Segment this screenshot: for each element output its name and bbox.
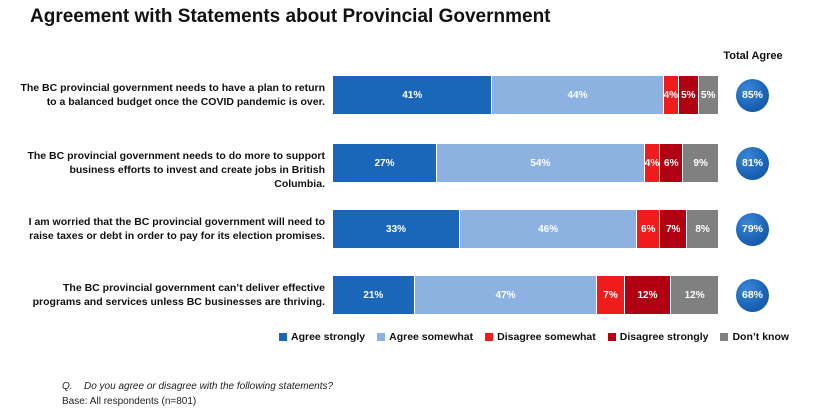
stacked-bar: 41% 44% 4% 5% 5% xyxy=(333,76,718,114)
bar-segment: 33% xyxy=(333,210,461,248)
total-agree-value: 68% xyxy=(736,278,769,312)
legend-item: Disagree somewhat xyxy=(485,331,596,343)
bar-segment: 8% xyxy=(687,210,718,248)
legend-item: Agree somewhat xyxy=(377,331,473,343)
statement-line: The BC provincial government needs to do… xyxy=(27,150,325,162)
statement-line: raise taxes or debt in order to pay for … xyxy=(29,230,325,242)
statement-line: to a balanced budget once the COVID pand… xyxy=(46,96,325,108)
legend-label: Don’t know xyxy=(732,331,790,343)
legend-item: Disagree strongly xyxy=(607,331,709,343)
statement-line: The BC provincial government can’t deliv… xyxy=(63,282,325,294)
base-note: Base: All respondents (n=801) xyxy=(62,396,197,407)
bar-segment: 5% xyxy=(679,76,699,114)
statement-line: business efforts to invest and create jo… xyxy=(69,164,325,190)
bar-segment: 6% xyxy=(660,144,684,182)
legend-swatch xyxy=(279,333,287,341)
question-label: Q. xyxy=(62,381,73,392)
legend-label: Agree strongly xyxy=(291,331,366,343)
stacked-bar: 21% 47% 7% 12% 12% xyxy=(333,276,718,314)
bar-segment: 6% xyxy=(637,210,661,248)
statement-label: The BC provincial government needs to do… xyxy=(20,149,325,191)
statement-line: programs and services unless BC business… xyxy=(32,296,325,308)
legend-item: Agree strongly xyxy=(279,331,365,343)
legend-swatch xyxy=(377,333,386,341)
bar-segment: 7% xyxy=(660,210,688,248)
bar-segment: 41% xyxy=(333,76,493,114)
bar-segment: 4% xyxy=(645,144,661,182)
question-note: Q. Do you agree or disagree with the foll… xyxy=(62,381,333,392)
stacked-bar: 27% 54% 4% 6% 9% xyxy=(333,144,718,182)
question-text: Do you agree or disagree with the follow… xyxy=(84,381,334,392)
bar-segment: 7% xyxy=(597,276,625,314)
bar-segment: 46% xyxy=(460,210,638,248)
legend-swatch xyxy=(607,333,616,341)
statement-label: The BC provincial government can’t deliv… xyxy=(20,281,325,309)
legend-label: Disagree somewhat xyxy=(497,331,596,343)
total-agree-value: 85% xyxy=(736,78,769,112)
legend-label: Agree somewhat xyxy=(389,331,474,343)
legend-swatch xyxy=(485,333,494,341)
chart-title: Agreement with Statements about Provinci… xyxy=(30,6,551,27)
legend-label: Disagree strongly xyxy=(619,331,709,343)
total-agree-value: 79% xyxy=(736,212,769,246)
bar-segment: 12% xyxy=(624,276,672,314)
statement-line: The BC provincial government needs to ha… xyxy=(20,82,325,94)
bar-segment: 4% xyxy=(663,76,680,114)
statement-line: I am worried that the BC provincial gove… xyxy=(28,216,325,228)
bar-segment: 44% xyxy=(492,76,664,114)
bar-segment: 54% xyxy=(436,144,645,182)
statement-label: The BC provincial government needs to ha… xyxy=(20,81,325,109)
bar-segment: 21% xyxy=(333,276,415,314)
bar-segment: 12% xyxy=(671,276,718,314)
statement-label: I am worried that the BC provincial gove… xyxy=(20,215,325,243)
legend: Agree strongly Agree somewhat Disagree som… xyxy=(279,331,789,343)
bar-segment: 5% xyxy=(698,76,718,114)
bar-segment: 47% xyxy=(414,276,598,314)
bar-segment: 27% xyxy=(333,144,437,182)
bar-segment: 9% xyxy=(683,144,718,182)
stacked-bar: 33% 46% 6% 7% 8% xyxy=(333,210,718,248)
legend-swatch xyxy=(720,333,729,341)
legend-item: Don’t know xyxy=(720,331,789,343)
total-agree-value: 81% xyxy=(736,146,769,180)
total-agree-header: Total Agree xyxy=(723,50,783,62)
